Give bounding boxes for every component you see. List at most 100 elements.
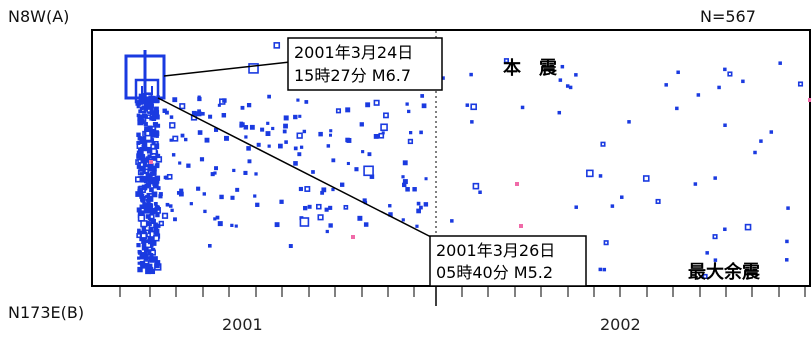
event-marker bbox=[153, 222, 158, 228]
event-marker bbox=[279, 199, 284, 204]
event-marker bbox=[201, 111, 205, 116]
event-marker bbox=[785, 239, 789, 244]
largest-aftershock-callout-date: 2001年3月26日 bbox=[436, 241, 555, 260]
event-marker bbox=[367, 152, 372, 157]
event-marker bbox=[246, 146, 251, 151]
event-marker bbox=[693, 182, 698, 186]
event-marker bbox=[207, 243, 212, 248]
event-marker bbox=[199, 157, 205, 162]
event-marker bbox=[423, 202, 429, 207]
event-marker bbox=[141, 144, 145, 148]
event-marker bbox=[598, 174, 603, 178]
event-marker bbox=[328, 205, 333, 210]
event-marker bbox=[331, 187, 335, 192]
event-marker bbox=[146, 114, 152, 119]
event-marker bbox=[139, 139, 144, 145]
event-marker bbox=[152, 256, 158, 262]
event-marker bbox=[142, 113, 148, 119]
event-marker bbox=[180, 133, 185, 138]
event-marker bbox=[331, 158, 336, 163]
event-marker bbox=[610, 204, 615, 208]
event-marker bbox=[405, 102, 409, 106]
event-marker bbox=[424, 177, 428, 181]
event-marker bbox=[137, 158, 143, 164]
largest-aftershock-callout: 2001年3月26日 05時40分 M5.2 bbox=[429, 235, 587, 287]
event-marker bbox=[145, 268, 151, 275]
event-marker bbox=[401, 218, 405, 222]
event-marker bbox=[283, 115, 289, 121]
event-marker bbox=[149, 213, 155, 220]
event-marker bbox=[144, 126, 149, 131]
event-marker bbox=[302, 129, 307, 134]
event-marker bbox=[675, 106, 679, 111]
event-marker bbox=[293, 161, 298, 166]
event-marker bbox=[139, 204, 145, 210]
event-marker bbox=[146, 182, 152, 188]
event-marker bbox=[409, 131, 413, 135]
event-marker bbox=[365, 102, 371, 108]
event-marker bbox=[321, 187, 327, 193]
event-marker bbox=[267, 144, 271, 148]
event-marker bbox=[149, 107, 154, 113]
event-marker bbox=[143, 179, 148, 184]
event-marker bbox=[265, 131, 271, 137]
event-marker bbox=[274, 222, 280, 228]
event-marker bbox=[137, 189, 144, 195]
event-marker bbox=[401, 175, 405, 179]
event-marker bbox=[215, 215, 220, 220]
event-marker bbox=[293, 114, 298, 120]
mainshock-callout-time: 15時27分 M6.7 bbox=[294, 66, 411, 85]
event-marker bbox=[717, 85, 721, 90]
event-marker bbox=[713, 258, 718, 262]
event-marker bbox=[221, 113, 227, 118]
event-marker bbox=[299, 145, 304, 149]
event-marker bbox=[153, 234, 160, 242]
event-marker bbox=[326, 144, 331, 148]
event-marker bbox=[136, 207, 142, 213]
event-marker bbox=[143, 146, 148, 152]
event-marker bbox=[152, 183, 159, 189]
event-marker bbox=[503, 58, 509, 64]
mainshock-callout: 2001年3月24日 15時27分 M6.7 bbox=[287, 37, 443, 91]
largest-aftershock-callout-time: 05時40分 M5.2 bbox=[436, 263, 553, 282]
event-marker bbox=[723, 123, 727, 127]
event-marker bbox=[150, 244, 154, 248]
event-marker bbox=[169, 138, 173, 142]
event-marker bbox=[759, 139, 763, 143]
event-marker bbox=[603, 240, 609, 246]
event-marker bbox=[150, 143, 156, 150]
event-marker bbox=[147, 193, 151, 198]
event-marker bbox=[136, 141, 141, 145]
event-marker bbox=[154, 260, 161, 266]
event-marker bbox=[303, 205, 308, 211]
event-marker bbox=[140, 178, 145, 183]
event-marker bbox=[151, 240, 157, 246]
event-marker bbox=[151, 130, 158, 137]
event-marker bbox=[147, 167, 153, 172]
event-marker bbox=[147, 174, 153, 181]
pink-event-marker bbox=[149, 160, 153, 164]
event-marker bbox=[158, 220, 164, 227]
event-marker bbox=[702, 273, 708, 280]
event-marker bbox=[373, 99, 380, 106]
event-marker bbox=[363, 200, 368, 205]
event-marker bbox=[254, 172, 258, 176]
event-marker bbox=[135, 176, 142, 183]
event-marker bbox=[145, 164, 149, 168]
event-marker bbox=[146, 147, 153, 154]
event-marker bbox=[154, 110, 160, 115]
event-marker bbox=[164, 110, 169, 115]
event-marker bbox=[139, 153, 145, 159]
event-marker bbox=[140, 262, 146, 269]
event-marker bbox=[149, 252, 154, 257]
event-marker bbox=[151, 112, 158, 119]
event-marker bbox=[441, 76, 445, 80]
event-marker bbox=[152, 156, 156, 160]
event-marker bbox=[169, 122, 176, 129]
event-marker bbox=[246, 102, 252, 108]
event-marker bbox=[173, 217, 177, 222]
event-marker bbox=[255, 202, 260, 207]
event-marker bbox=[317, 214, 324, 221]
event-marker bbox=[204, 137, 210, 143]
event-marker bbox=[156, 186, 161, 190]
